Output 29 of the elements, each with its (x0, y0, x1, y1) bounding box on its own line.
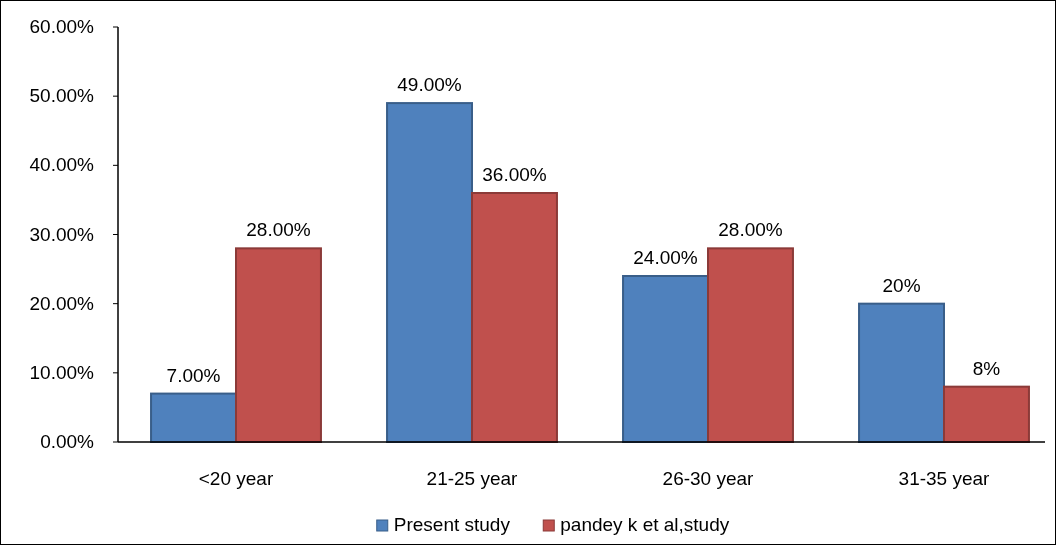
x-tick-label: 26-30 year (662, 468, 755, 489)
legend-label: Present study (393, 514, 511, 535)
data-label: 36.00% (482, 164, 547, 185)
bar (235, 247, 322, 443)
bar (386, 102, 473, 443)
y-tick-label: 10.00% (29, 361, 95, 383)
y-tick-label: 50.00% (29, 85, 95, 107)
bar (622, 275, 709, 443)
x-tick-label: <20 year (198, 468, 274, 489)
bar (943, 385, 1030, 443)
bar (707, 247, 794, 443)
y-tick-label: 40.00% (29, 154, 95, 176)
y-tick-label: 0.00% (40, 431, 95, 452)
bar (471, 192, 558, 443)
y-tick-label: 20.00% (29, 292, 95, 314)
bar (858, 302, 945, 443)
x-tick-label: 31-35 year (898, 468, 991, 489)
y-tick-label: 30.00% (29, 223, 95, 245)
x-tick-label: 21-25 year (426, 468, 519, 489)
data-label: 28.00% (246, 219, 311, 241)
data-label: 20% (882, 274, 921, 296)
data-label: 49.00% (397, 74, 462, 96)
y-tick-label: 60.00% (29, 16, 95, 37)
data-label: 28.00% (718, 219, 783, 241)
bar (150, 392, 237, 443)
legend-label: pandey k et al,study (560, 514, 730, 535)
data-label: 24.00% (633, 247, 698, 268)
data-label: 8% (972, 357, 1001, 379)
data-label: 7.00% (166, 364, 221, 386)
